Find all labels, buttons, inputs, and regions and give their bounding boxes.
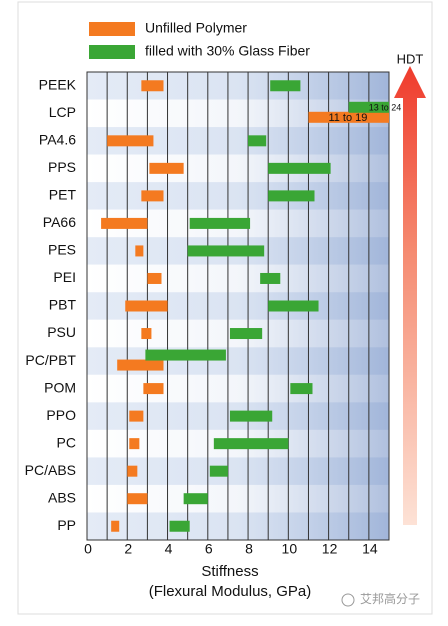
watermark-icon: [341, 593, 355, 607]
y-tick-label: PES: [48, 242, 76, 258]
y-tick-label: PPS: [48, 159, 76, 175]
y-tick-label: PP: [57, 517, 76, 533]
bar: [129, 438, 140, 450]
y-tick-label: PSU: [47, 324, 76, 340]
y-tick-label: PA4.6: [39, 132, 76, 148]
bar: [189, 217, 251, 229]
bar: [141, 80, 164, 92]
bar: [145, 349, 226, 361]
bar: [183, 493, 208, 505]
y-tick-label: POM: [44, 379, 76, 395]
bar: [135, 245, 144, 257]
legend-label: filled with 30% Glass Fiber: [145, 43, 310, 59]
bar: [229, 410, 273, 422]
y-tick-label: PC/PBT: [25, 352, 76, 368]
x-tick-label: 10: [282, 541, 298, 557]
hdt-arrow: [394, 66, 426, 525]
x-tick-label: 2: [124, 541, 132, 557]
plot-border: [86, 71, 390, 541]
legend-swatch: [89, 22, 135, 36]
bar: [143, 383, 164, 395]
y-tick-label: PPO: [46, 407, 76, 423]
bar: [268, 162, 331, 174]
bar: [127, 465, 138, 477]
y-tick-label: LCP: [49, 104, 76, 120]
bar: [270, 80, 301, 92]
bar: [248, 135, 267, 147]
x-tick-label: 0: [84, 541, 92, 557]
watermark: 艾邦高分子: [360, 591, 420, 606]
bar: [101, 217, 148, 229]
bar: [213, 438, 289, 450]
legend-swatch: [89, 45, 135, 59]
bar: [229, 328, 263, 340]
bar: [147, 272, 162, 284]
bars: [101, 80, 389, 532]
bar: [141, 190, 164, 202]
plot-area: [86, 71, 390, 541]
bar: [141, 328, 152, 340]
bar: [268, 300, 319, 312]
bar: [111, 520, 120, 532]
y-tick-label: PBT: [49, 297, 77, 313]
bar: [260, 272, 281, 284]
x-tick-label: 8: [245, 541, 253, 557]
legend-label: Unfilled Polymer: [145, 20, 247, 36]
value-label: 13 to 24: [369, 103, 402, 113]
y-tick-label: PET: [49, 187, 77, 203]
y-tick-label: PC: [57, 434, 76, 450]
x-axis-title: Stiffness: [201, 563, 258, 580]
bar: [187, 245, 265, 257]
y-tick-label: PC/ABS: [25, 462, 76, 478]
x-tick-label: 4: [165, 541, 173, 557]
y-tick-label: ABS: [48, 489, 76, 505]
x-axis-title: (Flexural Modulus, GPa): [149, 583, 312, 600]
x-tick-label: 12: [322, 541, 338, 557]
bar: [209, 465, 228, 477]
bar: [169, 520, 190, 532]
bar: [129, 410, 144, 422]
y-tick-label: PA66: [43, 214, 76, 230]
bar: [117, 359, 164, 371]
bar: [127, 493, 148, 505]
bar: [268, 190, 315, 202]
x-tick-label: 6: [205, 541, 213, 557]
arrow-label: HDT: [397, 51, 424, 66]
bar: [308, 111, 389, 123]
bar: [290, 383, 313, 395]
value-label: 11 to 19: [328, 112, 367, 124]
y-tick-label: PEEK: [39, 76, 77, 92]
y-tick-label: PEI: [53, 269, 76, 285]
bar: [107, 135, 154, 147]
x-tick-label: 14: [362, 541, 378, 557]
bar: [125, 300, 168, 312]
bar: [348, 101, 389, 113]
bar: [149, 162, 184, 174]
